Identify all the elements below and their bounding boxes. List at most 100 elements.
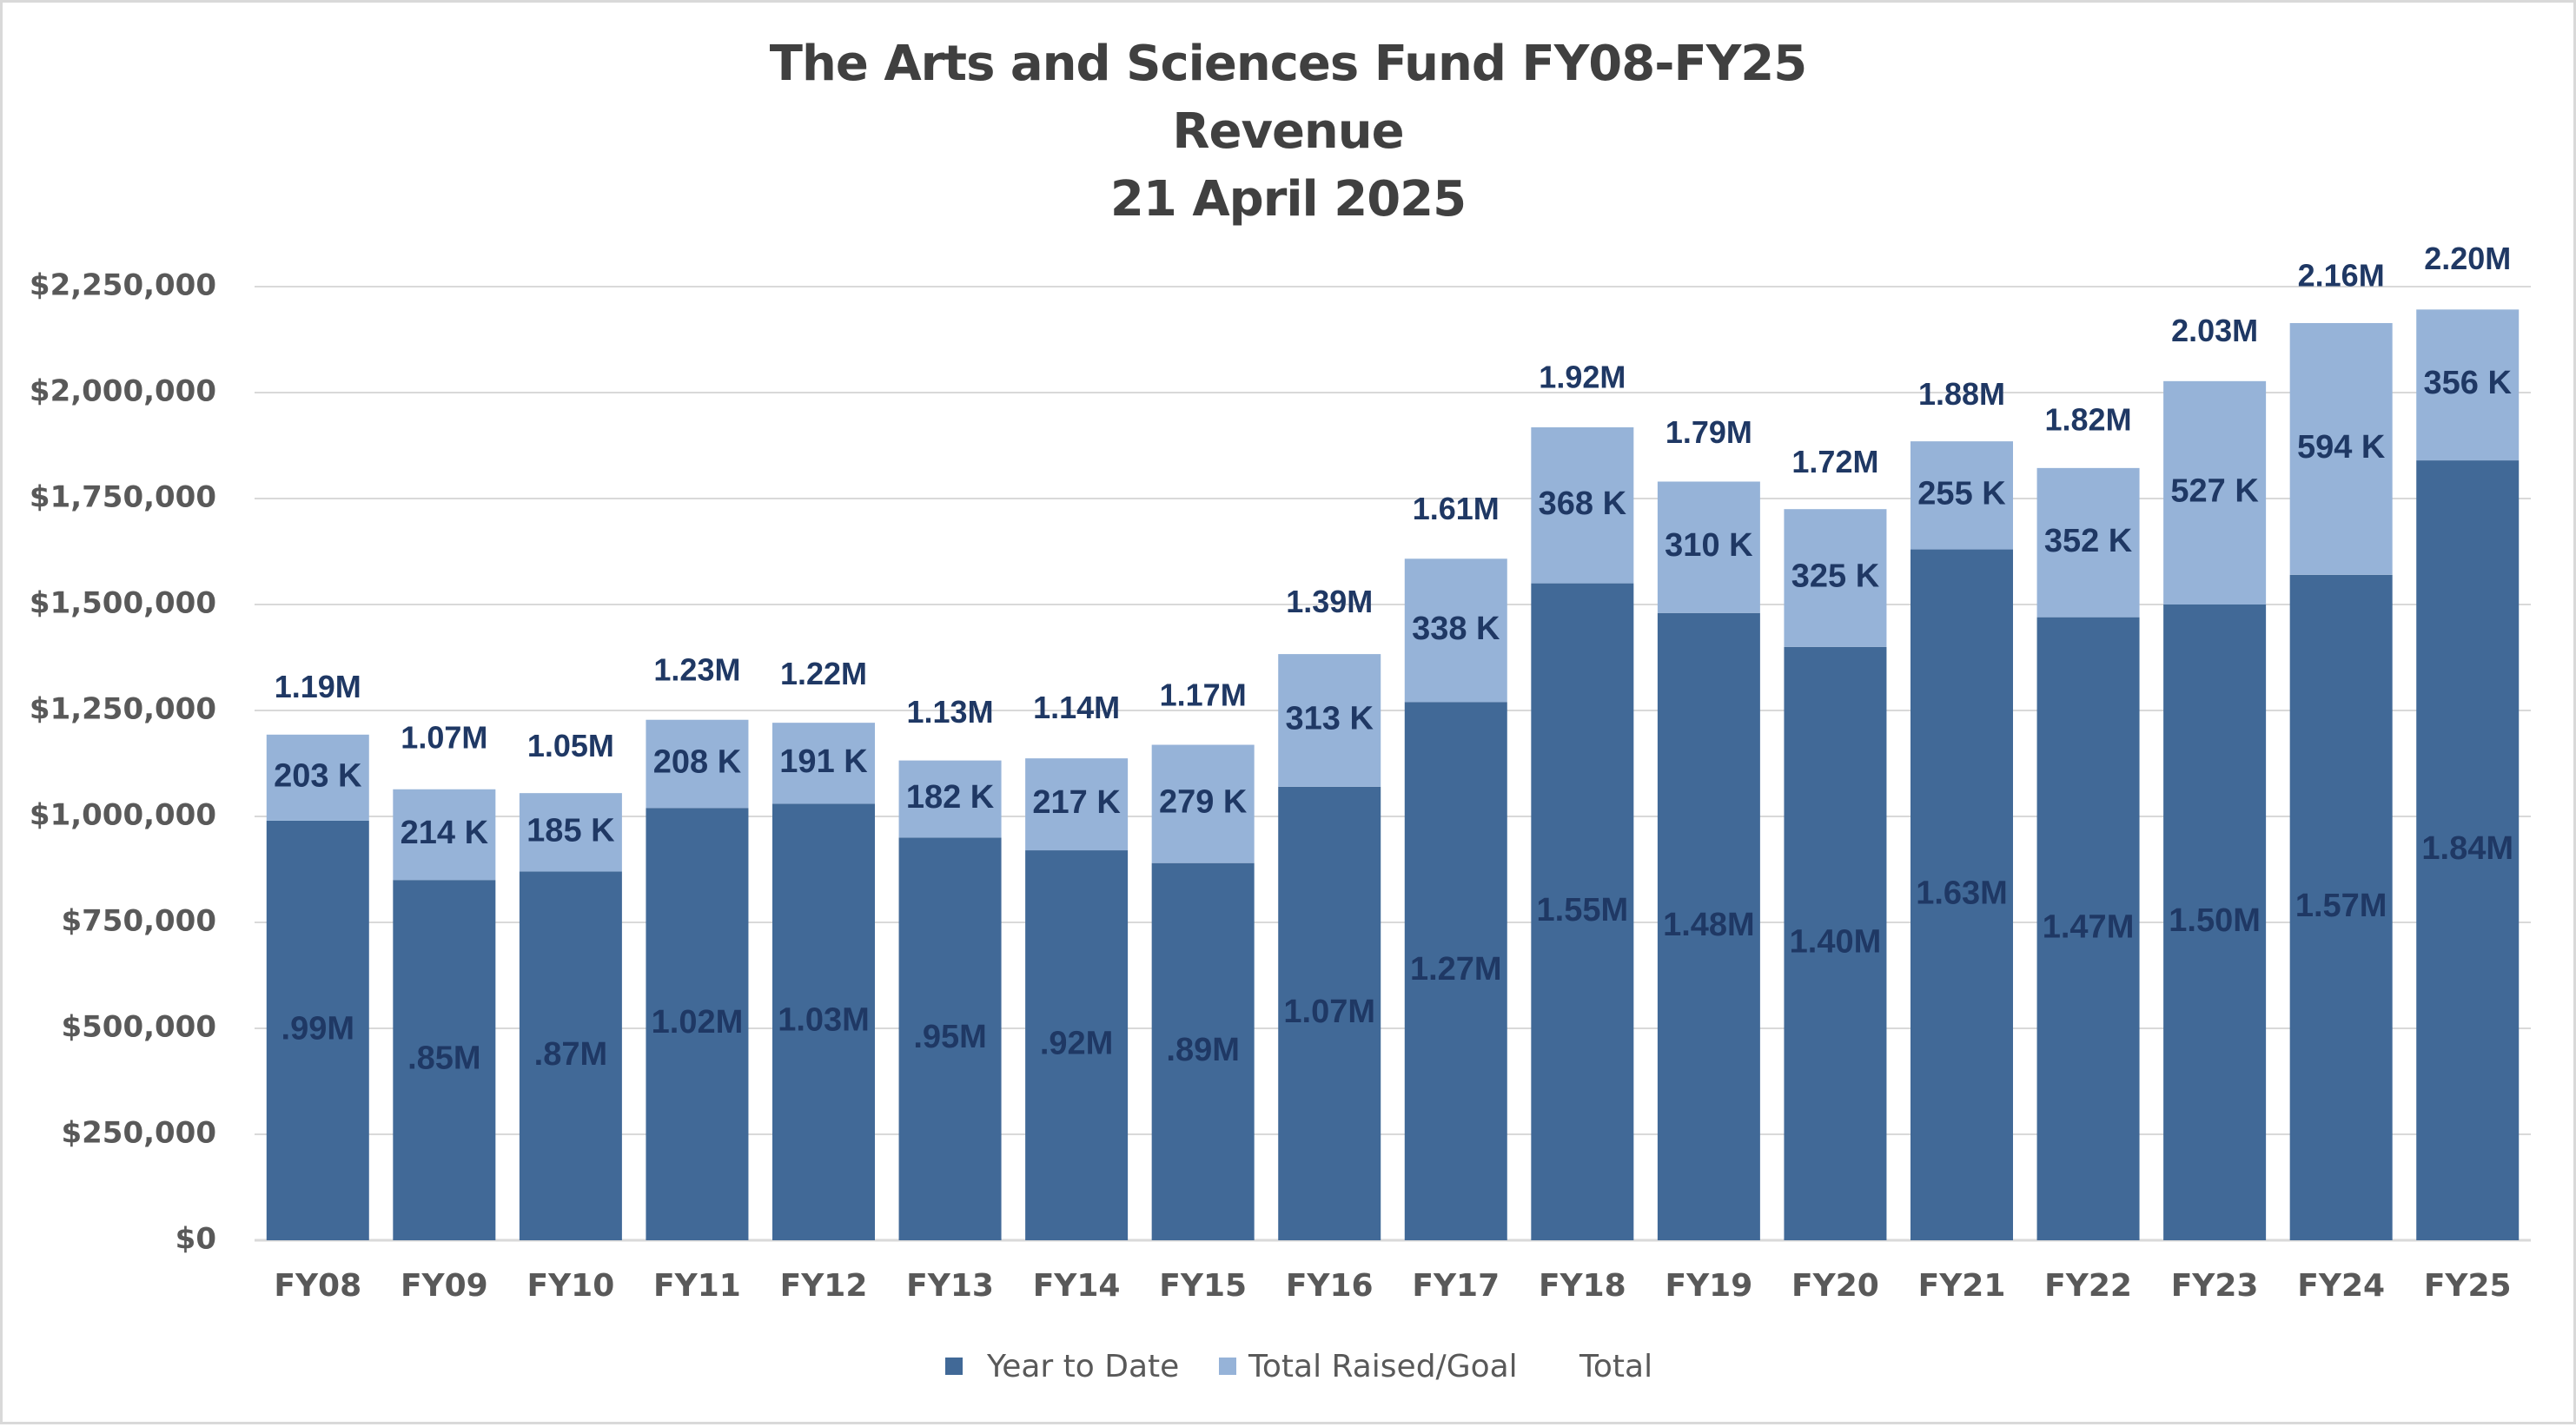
data-label-total-raised-goal: 191 K — [779, 743, 868, 780]
bar-segment-year-to-date — [1531, 583, 1634, 1240]
bar-segment-total-raised-goal — [519, 793, 622, 872]
bar-segment-total-raised-goal — [1531, 427, 1634, 584]
data-label-total-raised-goal: 255 K — [1917, 475, 2006, 512]
data-label-total: 1.19M — [275, 669, 361, 704]
x-tick-label: FY10 — [527, 1268, 615, 1304]
bar-segment-year-to-date — [898, 837, 1002, 1240]
bar-segment-year-to-date — [646, 808, 749, 1240]
y-tick-label: $1,250,000 — [30, 692, 216, 727]
data-label-year-to-date: 1.48M — [1663, 907, 1755, 943]
data-label-total-raised-goal: 594 K — [2297, 429, 2386, 466]
bar-segment-total-raised-goal — [266, 734, 369, 821]
x-tick-label: FY21 — [1918, 1268, 2006, 1304]
data-label-year-to-date: 1.27M — [1410, 951, 1502, 988]
bar-segment-year-to-date — [1278, 786, 1381, 1240]
x-tick-label: FY24 — [2297, 1268, 2385, 1304]
x-tick-label: FY16 — [1286, 1268, 1374, 1304]
data-label-year-to-date: 1.02M — [652, 1004, 744, 1041]
chart-title: The Arts and Sciences Fund FY08-FY25 — [769, 36, 1807, 92]
data-label-total-raised-goal: 313 K — [1286, 700, 1374, 737]
x-tick-label: FY18 — [1539, 1268, 1626, 1304]
bar-segment-total-raised-goal — [1910, 441, 2013, 550]
data-label-total-raised-goal: 338 K — [1412, 611, 1500, 647]
data-label-total: 1.72M — [1791, 444, 1878, 479]
data-label-total: 1.14M — [1033, 690, 1120, 725]
data-label-year-to-date: 1.07M — [1283, 994, 1375, 1030]
y-tick-label: $1,750,000 — [30, 480, 216, 515]
x-tick-label: FY09 — [401, 1268, 488, 1304]
x-tick-label: FY23 — [2171, 1268, 2259, 1304]
data-label-total-raised-goal: 208 K — [653, 744, 742, 781]
x-tick-label: FY19 — [1665, 1268, 1753, 1304]
data-label-year-to-date: .87M — [534, 1036, 607, 1073]
bar-segment-year-to-date — [2416, 460, 2520, 1240]
data-label-total: 1.79M — [1665, 414, 1752, 450]
bar-segment-year-to-date — [1784, 646, 1887, 1240]
data-label-total-raised-goal: 182 K — [906, 779, 995, 816]
y-tick-label: $1,000,000 — [30, 798, 216, 833]
data-label-year-to-date: 1.47M — [2043, 908, 2135, 945]
data-label-total: 2.03M — [2171, 313, 2258, 348]
bar-segment-total-raised-goal — [2289, 322, 2393, 575]
data-label-total-raised-goal: 214 K — [401, 815, 489, 851]
data-label-year-to-date: .99M — [281, 1010, 354, 1047]
data-label-total-raised-goal: 325 K — [1791, 558, 1880, 595]
x-tick-label: FY13 — [906, 1268, 994, 1304]
bar-segment-year-to-date — [1025, 850, 1129, 1240]
data-label-year-to-date: .95M — [913, 1019, 986, 1055]
data-label-year-to-date: 1.84M — [2421, 830, 2513, 867]
bar-segment-year-to-date — [772, 803, 875, 1240]
data-label-total-raised-goal: 368 K — [1539, 486, 1627, 522]
bar-segment-year-to-date — [1151, 862, 1255, 1240]
bar-segment-year-to-date — [1404, 702, 1507, 1240]
data-label-total: 1.22M — [780, 656, 867, 691]
bar-segment-year-to-date — [393, 880, 496, 1240]
bar-segment-year-to-date — [2036, 617, 2140, 1240]
bar-segment-total-raised-goal — [1657, 481, 1760, 613]
chart-subtitle-line-1: Revenue — [1172, 103, 1404, 160]
data-label-year-to-date: 1.03M — [778, 1002, 870, 1039]
data-label-total: 1.13M — [907, 694, 994, 730]
data-label-total: 1.05M — [527, 728, 614, 763]
x-tick-label: FY11 — [653, 1268, 741, 1304]
bar-segment-year-to-date — [266, 820, 369, 1240]
data-label-total-raised-goal: 279 K — [1159, 784, 1248, 821]
data-label-total-raised-goal: 356 K — [2424, 365, 2513, 401]
data-label-year-to-date: 1.57M — [2295, 888, 2387, 924]
bar-segment-total-raised-goal — [898, 760, 1002, 838]
data-label-total: 1.07M — [401, 719, 487, 755]
data-label-total-raised-goal: 203 K — [274, 757, 362, 794]
legend-swatch — [1219, 1358, 1236, 1375]
data-label-year-to-date: .85M — [407, 1041, 480, 1077]
y-tick-label: $1,500,000 — [30, 586, 216, 621]
data-label-total: 1.88M — [1918, 376, 2005, 412]
bar-segment-total-raised-goal — [646, 719, 749, 809]
x-tick-label: FY20 — [1791, 1268, 1879, 1304]
bar-segment-total-raised-goal — [2416, 309, 2520, 461]
x-tick-label: FY15 — [1159, 1268, 1247, 1304]
legend-swatch — [945, 1358, 963, 1375]
data-label-total-raised-goal: 352 K — [2044, 523, 2133, 559]
bar-segment-total-raised-goal — [1784, 509, 1887, 647]
data-label-year-to-date: 1.55M — [1537, 892, 1629, 928]
data-label-year-to-date: 1.63M — [1916, 875, 2008, 911]
x-tick-label: FY12 — [780, 1268, 868, 1304]
bar-segment-total-raised-goal — [772, 723, 875, 804]
x-tick-label: FY08 — [274, 1268, 361, 1304]
x-tick-label: FY14 — [1033, 1268, 1121, 1304]
bar-segment-year-to-date — [519, 871, 622, 1240]
data-label-total: 1.39M — [1286, 584, 1373, 619]
x-tick-label: FY17 — [1412, 1268, 1500, 1304]
bar-segment-total-raised-goal — [393, 789, 496, 881]
chart-subtitle-line-2: 21 April 2025 — [1109, 171, 1467, 228]
data-label-total-raised-goal: 185 K — [526, 812, 615, 849]
y-tick-label: $250,000 — [61, 1116, 216, 1151]
y-tick-label: $500,000 — [61, 1010, 216, 1045]
data-label-year-to-date: 1.50M — [2169, 902, 2261, 939]
y-tick-label: $0 — [175, 1222, 216, 1257]
data-label-total: 1.92M — [1539, 360, 1626, 395]
bar-segment-total-raised-goal — [2036, 467, 2140, 618]
bar-segment-year-to-date — [2289, 574, 2393, 1240]
legend-entry: Total Raised/Goal — [1248, 1349, 1518, 1384]
